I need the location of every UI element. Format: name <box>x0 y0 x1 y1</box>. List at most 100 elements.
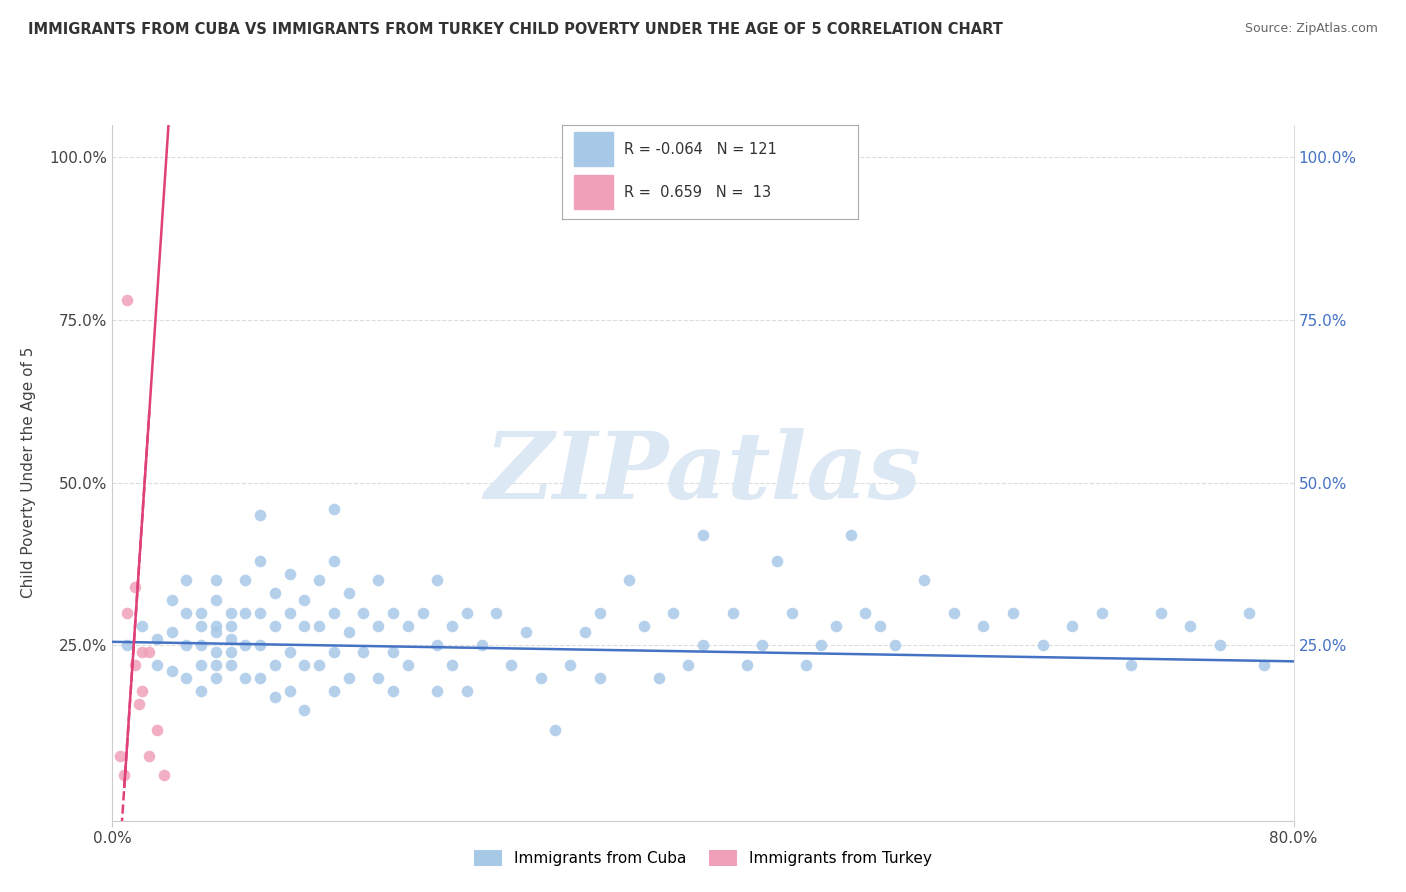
Point <box>367 671 389 685</box>
Point <box>174 573 197 587</box>
Point <box>205 644 228 658</box>
Point <box>323 606 346 620</box>
Point <box>131 683 153 698</box>
Point <box>456 683 478 698</box>
Point <box>278 566 301 581</box>
Point <box>160 592 183 607</box>
Point <box>323 644 346 658</box>
Point <box>737 657 759 672</box>
Point <box>219 606 242 620</box>
Point <box>1253 657 1275 672</box>
Point <box>780 606 803 620</box>
Point <box>278 606 301 620</box>
Point <box>1178 618 1201 632</box>
Point <box>426 573 449 587</box>
Point <box>796 657 818 672</box>
Bar <box>574 132 613 166</box>
Point <box>174 606 197 620</box>
Point <box>128 697 150 711</box>
Point <box>205 625 228 640</box>
Point <box>662 606 685 620</box>
Point <box>515 625 537 640</box>
Point <box>501 657 523 672</box>
Text: ZIPatlas: ZIPatlas <box>485 428 921 517</box>
Point <box>249 638 271 652</box>
Point <box>292 592 315 607</box>
Point <box>352 606 374 620</box>
Point <box>264 586 287 600</box>
Point <box>292 703 315 717</box>
Point <box>264 618 287 632</box>
Point <box>352 644 374 658</box>
Point <box>146 723 169 737</box>
Point <box>249 553 271 567</box>
Point <box>264 657 287 672</box>
Point <box>112 768 135 782</box>
Point <box>205 671 228 685</box>
Point <box>588 606 610 620</box>
Point <box>382 644 405 658</box>
Point <box>190 657 212 672</box>
Point <box>619 573 641 587</box>
Point <box>308 657 330 672</box>
Point <box>323 501 346 516</box>
Point <box>382 606 405 620</box>
Point <box>219 644 242 658</box>
Point <box>233 606 256 620</box>
Text: IMMIGRANTS FROM CUBA VS IMMIGRANTS FROM TURKEY CHILD POVERTY UNDER THE AGE OF 5 : IMMIGRANTS FROM CUBA VS IMMIGRANTS FROM … <box>28 22 1002 37</box>
Point <box>1119 657 1142 672</box>
Point <box>337 586 360 600</box>
Text: R = -0.064   N = 121: R = -0.064 N = 121 <box>624 142 778 157</box>
Point <box>190 606 212 620</box>
Point <box>249 508 271 522</box>
Point <box>131 644 153 658</box>
Point <box>973 618 995 632</box>
Point <box>337 625 360 640</box>
Point <box>292 657 315 672</box>
Point <box>160 664 183 678</box>
Point <box>278 644 301 658</box>
Point <box>174 638 197 652</box>
Text: Source: ZipAtlas.com: Source: ZipAtlas.com <box>1244 22 1378 36</box>
Point <box>174 671 197 685</box>
Point <box>117 638 138 652</box>
Point <box>574 625 596 640</box>
Point <box>278 683 301 698</box>
Point <box>692 527 714 541</box>
Legend: Immigrants from Cuba, Immigrants from Turkey: Immigrants from Cuba, Immigrants from Tu… <box>468 844 938 872</box>
Point <box>884 638 907 652</box>
Point <box>456 606 478 620</box>
Point <box>138 748 160 763</box>
Point <box>205 657 228 672</box>
Point <box>219 618 242 632</box>
Y-axis label: Child Poverty Under the Age of 5: Child Poverty Under the Age of 5 <box>21 347 35 599</box>
Point <box>323 683 346 698</box>
Point <box>153 768 176 782</box>
Point <box>692 638 714 652</box>
Point <box>367 618 389 632</box>
Point <box>1150 606 1173 620</box>
Point <box>721 606 744 620</box>
Point <box>839 527 862 541</box>
Point <box>146 657 169 672</box>
Point <box>869 618 891 632</box>
Point <box>914 573 936 587</box>
Point <box>1091 606 1114 620</box>
Point <box>396 618 419 632</box>
Point <box>219 657 242 672</box>
Point <box>205 573 228 587</box>
Point <box>558 657 582 672</box>
Point <box>588 671 610 685</box>
Point <box>647 671 671 685</box>
Point <box>1032 638 1054 652</box>
Point <box>337 671 360 685</box>
Point <box>396 657 419 672</box>
Point <box>426 638 449 652</box>
Point <box>308 618 330 632</box>
Point <box>219 632 242 646</box>
Point <box>411 606 433 620</box>
Point <box>138 644 160 658</box>
Point <box>382 683 405 698</box>
Point <box>855 606 877 620</box>
Point <box>190 683 212 698</box>
